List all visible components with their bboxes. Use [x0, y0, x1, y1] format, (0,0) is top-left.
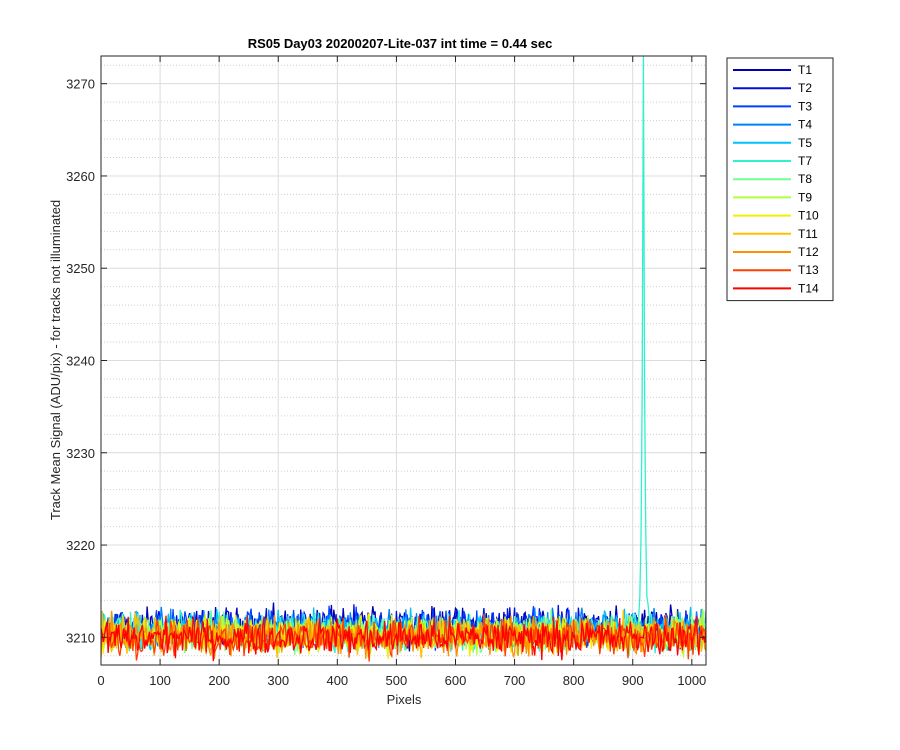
x-tick-label: 800: [563, 673, 585, 688]
y-axis-label: Track Mean Signal (ADU/pix) - for tracks…: [48, 200, 63, 520]
y-tick-label: 3210: [66, 630, 95, 645]
legend-label: T5: [798, 136, 812, 150]
x-tick-label: 100: [149, 673, 171, 688]
legend-label: T2: [798, 81, 812, 95]
axis-ticks: 0 100 200 300 400 500 600 700 800 900 1000 3210 3220…: [66, 56, 706, 688]
x-tick-label: 900: [622, 673, 644, 688]
legend-label: T9: [798, 190, 812, 204]
x-tick-label: 700: [504, 673, 526, 688]
legend-label: T1: [798, 63, 812, 77]
legend-label: T14: [798, 281, 819, 295]
legend-label: T8: [798, 172, 812, 186]
legend-label: T12: [798, 245, 819, 259]
y-tick-label: 3250: [66, 261, 95, 276]
plot-lines: [101, 56, 706, 662]
series-line-T14: [101, 615, 706, 662]
y-tick-label: 3230: [66, 446, 95, 461]
y-tick-label: 3240: [66, 354, 95, 369]
legend-label: T11: [798, 227, 818, 241]
y-tick-label: 3220: [66, 538, 95, 553]
legend-label: T13: [798, 263, 819, 277]
x-tick-label: 600: [445, 673, 467, 688]
x-tick-label: 500: [386, 673, 408, 688]
legend-label: T10: [798, 209, 819, 223]
y-tick-label: 3260: [66, 169, 95, 184]
x-tick-label: 0: [97, 673, 104, 688]
grid: [100, 56, 706, 665]
x-tick-label: 300: [267, 673, 289, 688]
legend-label: T7: [798, 154, 812, 168]
chart-title: RS05 Day03 20200207-Lite-037 int time = …: [248, 36, 553, 51]
legend: T1 T2 T3 T4 T5 T7 T8 T9 T10 T11 T12 T13 T14: [726, 57, 834, 302]
x-tick-label: 1000: [677, 673, 706, 688]
x-axis-label: Pixels: [387, 692, 422, 707]
legend-label: T4: [798, 118, 812, 132]
legend-label: T3: [798, 99, 812, 113]
y-tick-label: 3270: [66, 77, 95, 92]
x-tick-label: 200: [208, 673, 230, 688]
x-tick-label: 400: [326, 673, 348, 688]
